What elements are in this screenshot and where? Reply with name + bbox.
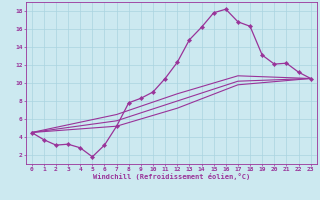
X-axis label: Windchill (Refroidissement éolien,°C): Windchill (Refroidissement éolien,°C) <box>92 173 250 180</box>
